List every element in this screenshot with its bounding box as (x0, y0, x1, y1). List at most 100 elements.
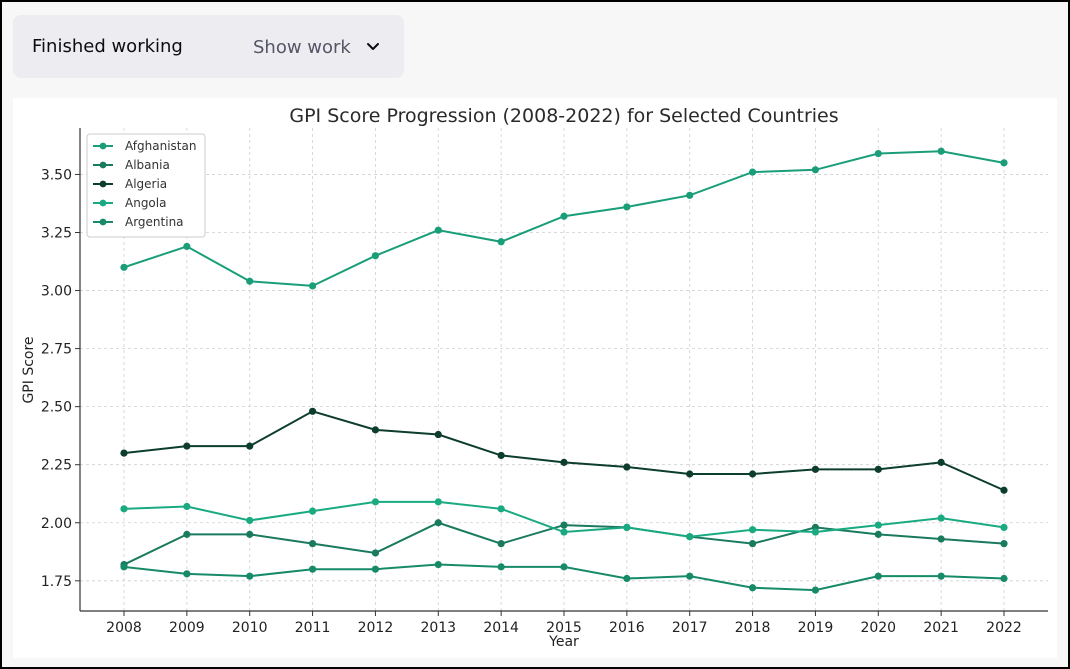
data-point-angola (874, 521, 882, 529)
data-point-angola (1000, 523, 1008, 532)
data-point-algeria (1000, 486, 1008, 494)
x-tick-label: 2020 (860, 620, 896, 636)
x-tick-label: 2017 (672, 620, 708, 636)
data-point-albania (937, 535, 945, 543)
x-tick-label: 2018 (735, 620, 771, 636)
chart-title: GPI Score Progression (2008-2022) for Se… (289, 105, 838, 127)
data-point-argentina (183, 570, 191, 578)
data-point-afghanistan (371, 252, 380, 260)
data-point-angola (371, 498, 380, 506)
legend-marker-afghanistan (99, 142, 107, 150)
data-point-argentina (874, 572, 882, 580)
chart-panel: 2008 2009 2010 2011 2012 2013 2014 2015 2016 2017… (13, 98, 1057, 658)
data-point-argentina (937, 572, 945, 580)
legend-box (86, 133, 206, 238)
data-point-angola (811, 528, 820, 536)
x-tick-label: 2011 (295, 620, 331, 636)
data-point-albania (308, 540, 317, 548)
x-tick-label: 2021 (923, 620, 959, 636)
data-point-afghanistan (120, 263, 128, 271)
data-point-argentina (811, 586, 820, 594)
data-point-algeria (246, 442, 254, 450)
data-point-afghanistan (434, 226, 442, 234)
data-point-algeria (308, 407, 317, 415)
data-point-argentina (371, 565, 380, 573)
status-bar: Finished working Show work (13, 15, 404, 78)
y-tick-label: 3.25 (41, 225, 72, 241)
data-point-angola (497, 505, 505, 513)
y-tick-label: 2.75 (41, 342, 72, 358)
data-point-albania (560, 521, 568, 529)
data-point-albania (497, 540, 505, 548)
data-point-algeria (560, 458, 568, 466)
data-point-angola (937, 514, 945, 522)
y-tick-label: 3.00 (41, 284, 72, 300)
data-point-afghanistan (560, 212, 568, 220)
status-text: Finished working (32, 36, 183, 57)
data-point-afghanistan (748, 168, 757, 176)
data-point-afghanistan (246, 277, 254, 285)
data-point-angola (686, 533, 694, 541)
data-point-algeria (623, 463, 631, 471)
x-tick-label: 2008 (106, 620, 142, 636)
x-tick-label: 2009 (169, 620, 205, 636)
data-point-algeria (183, 442, 191, 450)
data-point-algeria (937, 458, 945, 466)
legend-label-afghanistan: Afghanistan (125, 139, 196, 153)
data-point-argentina (308, 565, 317, 573)
data-point-albania (371, 549, 380, 557)
data-point-albania (246, 530, 254, 538)
data-point-afghanistan (183, 242, 191, 251)
data-point-argentina (434, 560, 442, 569)
x-tick-label: 2014 (483, 620, 519, 636)
legend-marker-angola (99, 199, 107, 207)
y-tick-label: 2.25 (41, 458, 72, 474)
chevron-down-icon (365, 39, 381, 55)
legend-marker-argentina (99, 218, 107, 226)
data-point-angola (434, 498, 442, 506)
y-tick-label: 3.50 (41, 167, 72, 183)
legend-label-angola: Angola (125, 196, 166, 210)
y-axis-label: GPI Score (21, 336, 37, 403)
data-point-afghanistan (686, 191, 694, 199)
x-tick-label: 2022 (986, 620, 1022, 636)
data-point-angola (748, 526, 757, 534)
data-point-albania (748, 540, 757, 548)
data-point-angola (183, 502, 191, 511)
data-point-afghanistan (308, 282, 317, 290)
legend-label-algeria: Algeria (125, 177, 167, 191)
show-work-button[interactable]: Show work (253, 29, 381, 65)
legend-marker-albania (99, 161, 107, 169)
data-point-albania (434, 519, 442, 527)
data-point-algeria (371, 426, 380, 434)
data-point-afghanistan (937, 147, 945, 155)
data-point-algeria (874, 465, 882, 473)
data-point-angola (560, 528, 568, 536)
x-axis-label: Year (548, 634, 579, 650)
data-point-argentina (246, 572, 254, 580)
data-point-argentina (120, 563, 128, 571)
x-tick-label: 2015 (546, 620, 582, 636)
x-tick-label: 2019 (798, 620, 834, 636)
data-point-albania (874, 530, 882, 538)
data-point-albania (183, 530, 191, 538)
data-point-algeria (686, 470, 694, 478)
data-point-angola (120, 505, 128, 513)
data-point-angola (246, 516, 254, 525)
data-point-afghanistan (497, 238, 505, 246)
data-point-algeria (497, 451, 505, 460)
data-point-argentina (1000, 574, 1008, 583)
x-tick-label: 2010 (232, 620, 268, 636)
y-tick-label: 1.75 (41, 574, 72, 590)
data-point-algeria (434, 430, 442, 439)
data-point-afghanistan (1000, 159, 1008, 167)
data-point-afghanistan (811, 166, 820, 174)
x-tick-label: 2016 (609, 620, 645, 636)
data-point-algeria (811, 465, 820, 473)
data-point-argentina (623, 574, 631, 583)
legend-marker-algeria (99, 180, 107, 188)
y-tick-label: 2.50 (41, 400, 72, 416)
data-point-angola (623, 523, 631, 532)
data-point-afghanistan (623, 203, 631, 211)
